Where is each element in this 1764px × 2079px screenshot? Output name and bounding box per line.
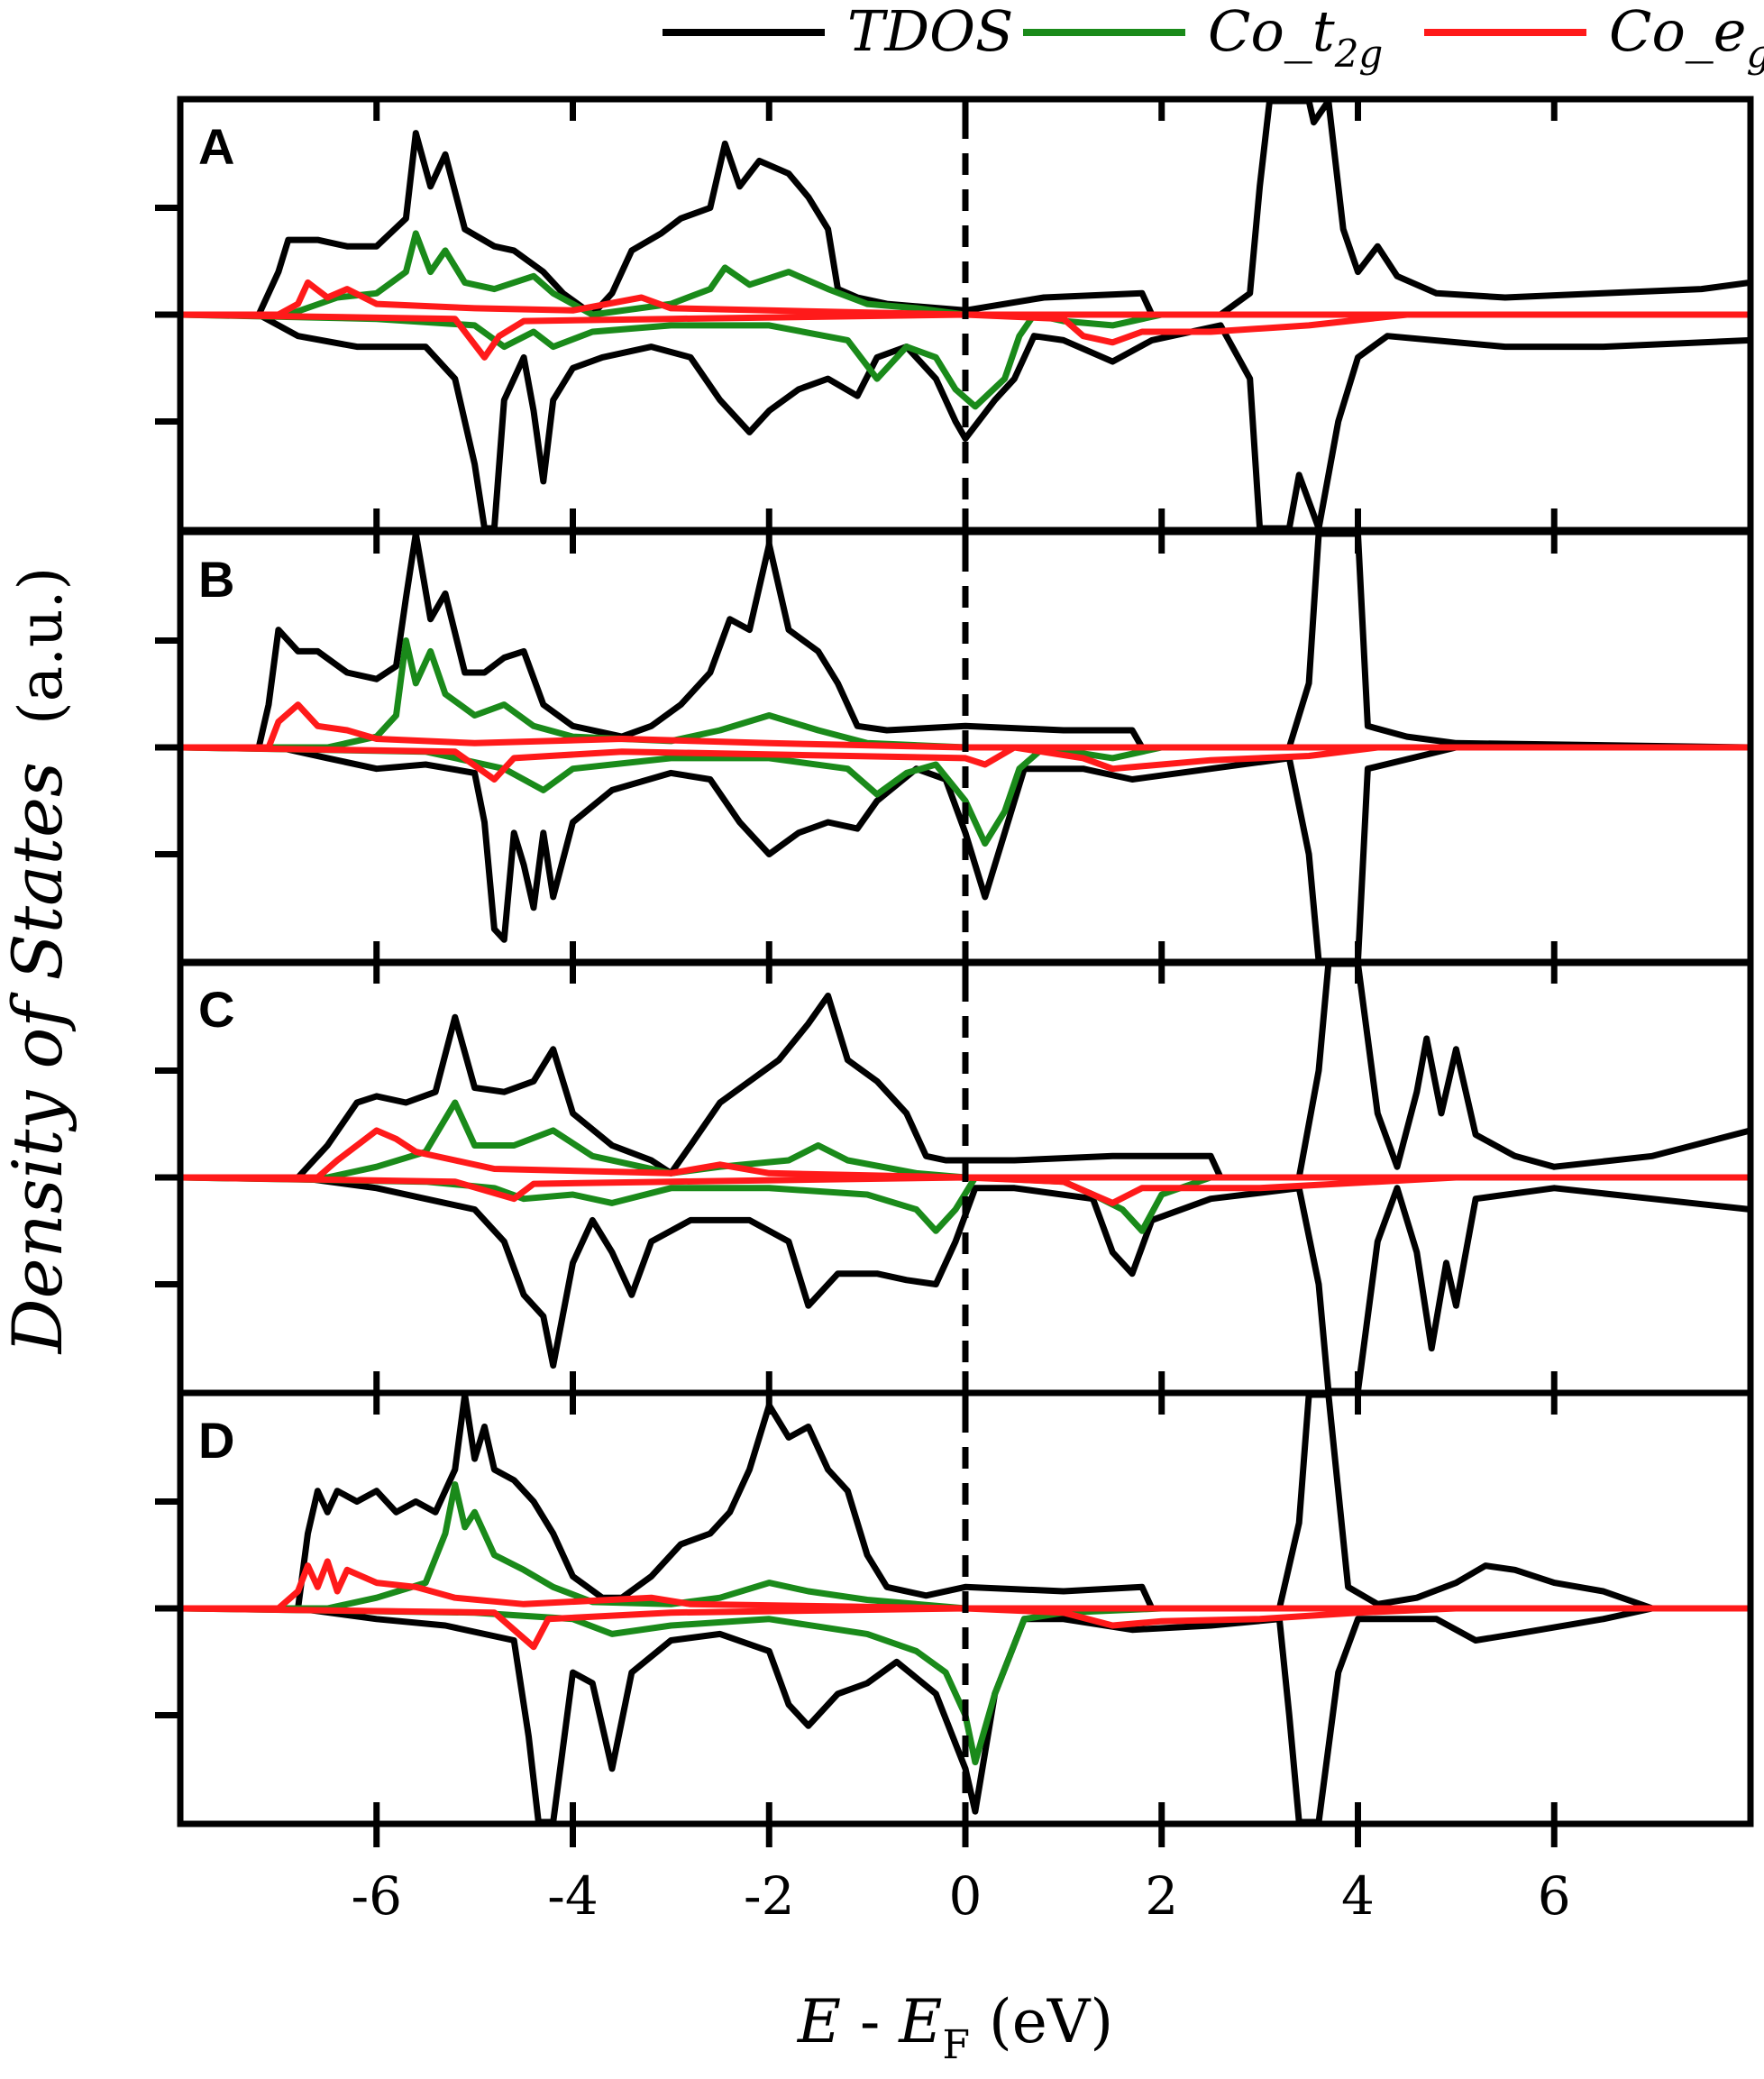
series-t2g_up-D [180,1481,1750,1612]
series-t2g_down-D [180,1605,1750,1766]
series-eg_up-C [180,1127,1750,1181]
panel-label-B: B [198,551,234,608]
y-axis-title: Density of States (a.u.) [0,567,78,1356]
series-t2g_up-A [180,230,1750,318]
series-eg_down-A [180,311,1750,361]
series-t2g_up-B [180,637,1750,751]
panel-B-series [180,532,1750,963]
panel-label-D: D [198,1412,234,1469]
x-tick-label: 0 [949,1865,983,1927]
panel-label-C: C [198,981,234,1038]
series-eg_up-A [180,279,1750,318]
series-eg_down-C [180,1174,1750,1206]
panel-D: D [155,1389,1754,1827]
x-axis-title-unit: (eV) [970,1987,1113,2056]
y-axis-title-main: Density of States [0,762,78,1355]
series-t2g_down-C [180,1174,1750,1234]
series-tdos_up-A [180,99,1750,318]
series-t2g_down-A [180,311,1750,410]
panel-label-A: A [198,118,234,175]
series-tdos_down-B [180,744,1750,963]
series-eg_down-B [180,744,1750,783]
x-axis-title: E - EF (eV) [797,1987,1113,2068]
x-tick-label: 6 [1538,1865,1571,1927]
x-tick-label: -2 [744,1865,795,1927]
x-tick-label: -4 [547,1865,599,1927]
x-tick-label: -6 [352,1865,403,1927]
series-eg_up-D [180,1558,1750,1612]
panel-B: B [155,528,1754,966]
x-tick-label: 2 [1145,1865,1178,1927]
legend-label-tdos: TDOS [847,0,1013,64]
panel-C-series [180,962,1750,1393]
panels: A B C D [155,96,1754,1827]
series-tdos_down-C [180,1174,1750,1393]
series-eg_down-D [180,1605,1750,1651]
x-tick-label: 4 [1341,1865,1375,1927]
legend-label-eg: Co_eg [1609,0,1764,76]
x-axis-title-sep: - [841,1987,899,2056]
x-axis-title-ef-sub: F [942,2022,970,2068]
series-t2g_up-C [180,1099,1750,1181]
series-tdos_up-C [180,962,1750,1181]
series-tdos_up-D [180,1393,1750,1612]
x-axis-title-e: E [797,1987,841,2056]
panel-A: A [155,96,1754,534]
x-axis: -6 -4 -2 0 2 4 6 [352,1824,1571,1927]
y-axis-title-unit: (a.u.) [6,567,76,725]
legend: TDOS Co_t2g Co_eg [663,0,1764,76]
legend-label-t2g: Co_t2g [1208,0,1383,76]
panel-C: C [155,958,1754,1397]
x-axis-title-ef: E [898,1987,942,2056]
series-eg_up-B [180,701,1750,751]
